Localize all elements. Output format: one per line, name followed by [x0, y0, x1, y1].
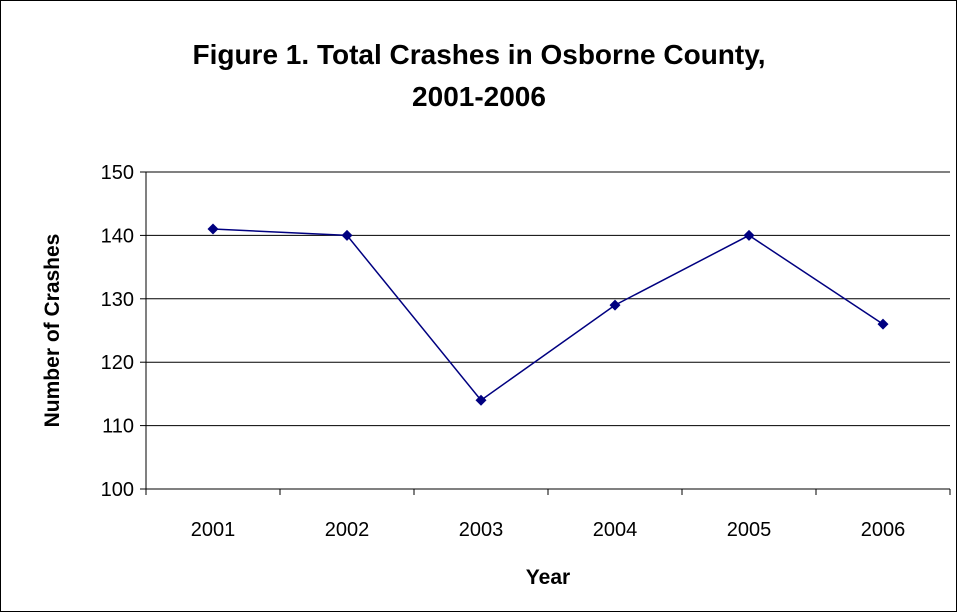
- series-group: [207, 223, 889, 406]
- x-tick-label-2004: 2004: [593, 519, 638, 541]
- y-tick-label-110: 110: [102, 416, 134, 438]
- data-point-2005: [743, 229, 755, 241]
- y-tick-label-100: 100: [101, 479, 134, 501]
- x-tick-label-2003: 2003: [459, 519, 504, 541]
- axes: [140, 171, 951, 495]
- data-point-2003: [475, 394, 487, 406]
- y-tick-label-150: 150: [101, 162, 134, 184]
- gridlines: [146, 171, 950, 489]
- data-point-2001: [207, 223, 219, 235]
- plot-area: [146, 172, 950, 489]
- y-tick-label-120: 120: [101, 352, 134, 374]
- chart-title-line-1: Figure 1. Total Crashes in Osborne Count…: [192, 39, 766, 70]
- y-axis-title: Number of Crashes: [41, 234, 64, 428]
- data-point-2002: [341, 229, 353, 241]
- data-point-2006: [877, 318, 889, 330]
- x-tick-label-2005: 2005: [727, 519, 772, 541]
- y-tick-label-130: 130: [101, 289, 134, 311]
- series-line-0: [212, 228, 884, 402]
- chart-title-line-2: 2001-2006: [412, 81, 546, 112]
- x-tick-label-2002: 2002: [325, 519, 370, 541]
- tick-labels: 100 110 120 130 140 150 2001 2002 2003 2004 2005 20…: [101, 162, 906, 541]
- data-point-2004: [609, 299, 621, 311]
- x-tick-label-2006: 2006: [861, 519, 906, 541]
- chart-title: Figure 1. Total Crashes in Osborne Count…: [0, 34, 958, 118]
- y-tick-label-140: 140: [101, 225, 134, 247]
- x-tick-label-2001: 2001: [191, 519, 236, 541]
- x-axis-title: Year: [526, 566, 570, 589]
